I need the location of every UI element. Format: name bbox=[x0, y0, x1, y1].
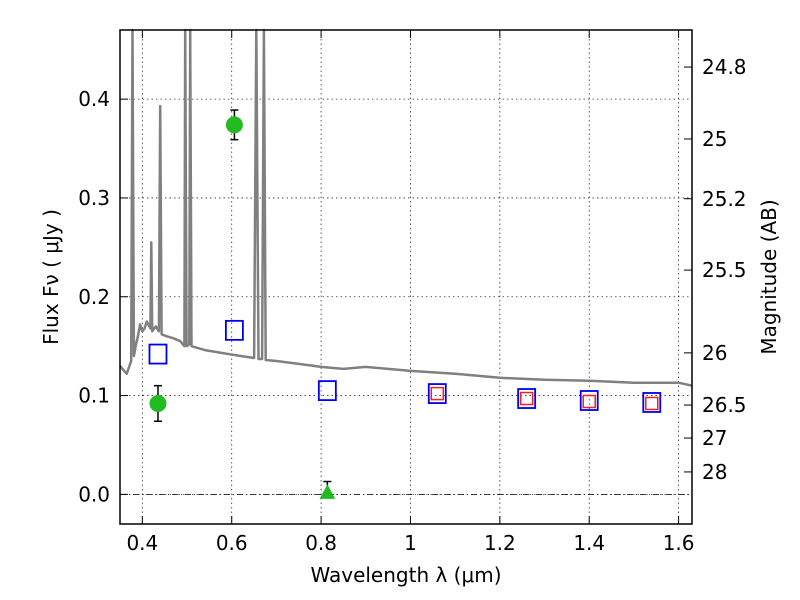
x-tick-label: 1 bbox=[404, 531, 417, 555]
model-point-square bbox=[148, 343, 168, 365]
model-point-square bbox=[427, 383, 447, 404]
model-spectrum-line bbox=[119, 28, 693, 387]
x-tick-label: 0.4 bbox=[126, 531, 158, 555]
model-point-square bbox=[317, 380, 337, 402]
mag-tick-label: 25.5 bbox=[702, 258, 747, 282]
y-tick-label: 0.3 bbox=[78, 186, 110, 210]
mag-tick-label: 25 bbox=[702, 127, 727, 151]
x-tick-label: 1.4 bbox=[573, 531, 605, 555]
upper-limit-triangle bbox=[319, 484, 336, 499]
mag-tick-label: 24.8 bbox=[702, 55, 747, 79]
plot-frame bbox=[119, 29, 693, 525]
x-tick-label: 1.2 bbox=[484, 531, 516, 555]
y2-axis-label: Magnitude (AB) bbox=[757, 199, 781, 354]
observed-point-circle bbox=[149, 394, 167, 412]
mag-tick-label: 26.5 bbox=[702, 393, 747, 417]
model-point-square bbox=[517, 388, 537, 409]
mag-tick-label: 26 bbox=[702, 341, 727, 365]
model-point-square bbox=[579, 390, 599, 411]
model-point-square-small bbox=[430, 386, 445, 401]
x-tick-label: 0.8 bbox=[305, 531, 337, 555]
model-point-square bbox=[642, 392, 662, 413]
grid-layer bbox=[120, 30, 692, 524]
x-tick-label: 1.6 bbox=[663, 531, 695, 555]
marker-layer bbox=[148, 109, 662, 499]
y-tick-label: 0.4 bbox=[78, 87, 110, 111]
x-tick-label: 0.6 bbox=[216, 531, 248, 555]
y-tick-label: 0.0 bbox=[78, 482, 110, 506]
spectrum-layer bbox=[119, 28, 693, 387]
observed-point-circle bbox=[225, 116, 243, 134]
ticks-layer: 0.4 0.6 0.8 1 1.2 1.4 1.6 0.0 0.1 0.2 0.3 0.4 24.8 25… bbox=[78, 30, 747, 555]
y-tick-label: 0.1 bbox=[78, 384, 110, 408]
y-axis-label: Flux Fν ( μJy ) bbox=[39, 209, 63, 345]
model-point-square-small bbox=[582, 394, 596, 409]
x-axis-label: Wavelength λ (μm) bbox=[310, 563, 501, 587]
model-point-square bbox=[224, 319, 244, 341]
mag-tick-label: 27 bbox=[702, 426, 727, 450]
y-tick-label: 0.2 bbox=[78, 285, 110, 309]
model-point-square-small bbox=[645, 396, 659, 411]
mag-tick-label: 28 bbox=[702, 460, 727, 484]
mag-tick-label: 25.2 bbox=[702, 187, 747, 211]
model-point-square-small bbox=[519, 391, 534, 406]
